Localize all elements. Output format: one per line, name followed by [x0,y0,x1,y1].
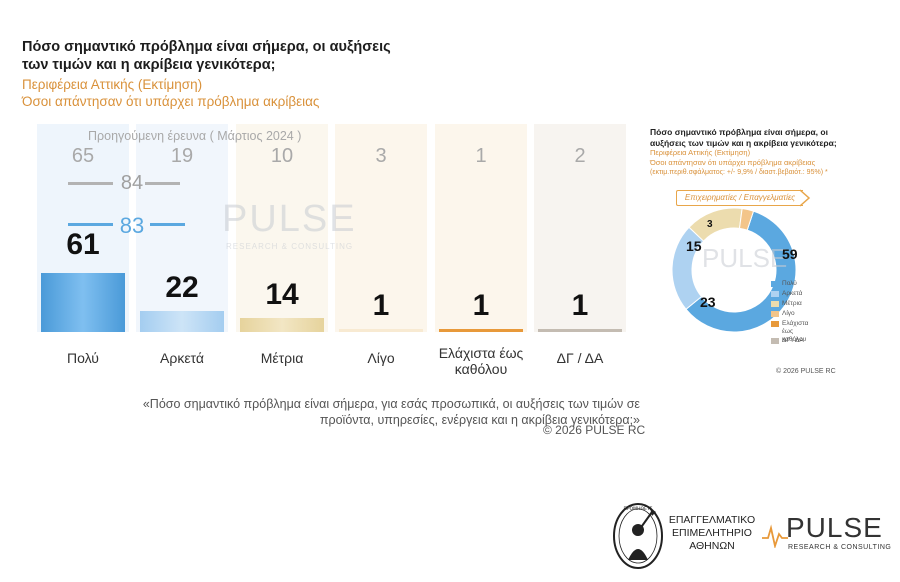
column-bg-1 [136,124,228,332]
bar-0 [41,272,125,332]
previous-value-5: 2 [574,145,586,167]
legend-swatch-4 [771,321,779,327]
chamber-line-2: ΕΠΙΜΕΛΗΤΗΡΙΟ [672,527,752,539]
chamber-line-1: ΕΠΑΓΓΕΛΜΑΤΙΚΟ [668,514,756,526]
previous-survey-label: Προηγούμενη έρευνα ( Μάρτιος 2024 ) [88,129,302,143]
legend-label-4: Ελάχιστα έως καθόλου [782,320,809,343]
inset-copyright: © 2026 PULSE RC [776,368,836,375]
previous-value-0: 65 [71,145,95,167]
legend-swatch-1 [771,291,779,297]
bar-5 [538,329,622,332]
seal-text: ΠΡΟΜΗΘΕΥΣ [624,506,653,512]
legend-label-5: ΔΓ / ΔΑ [782,337,804,344]
bar-1 [140,310,224,332]
previous-value-1: 19 [170,145,194,167]
legend-label-0: Πολύ [782,280,797,287]
bar-3 [339,329,423,332]
inset-note: (εκτιμ.περιθ.σφάλματος: +/- 9,9% / διαστ… [650,169,828,176]
bar-value-1: 22 [165,270,199,304]
pulse-heartbeat-icon [762,524,788,548]
previous-value-2: 10 [270,145,294,167]
legend-swatch-2 [771,301,779,307]
column-bg-2 [236,124,328,332]
previous-value-4: 1 [475,145,487,167]
category-label-0: Πολύ [67,350,99,366]
grouped-total-1: 83 [119,213,145,238]
bar-value-4: 1 [472,289,490,322]
category-label-4: Ελάχιστα έως καθόλου [438,345,524,377]
survey-question: «Πόσο σημαντικό πρόβλημα είναι σήμερα, γ… [142,397,640,427]
segment-tag-arrow [800,189,811,207]
column-bg-5 [534,124,626,332]
pulse-logo-tagline: RESEARCH & CONSULTING [788,544,892,551]
donut-chart [671,207,797,333]
donut-slice-3 [738,207,755,231]
total-line-1-0 [68,223,113,226]
previous-value-3: 3 [375,145,387,167]
total-line-0-1 [145,182,180,185]
donut-hole [693,229,775,311]
segment-tag: Επιχειρηματίες / Επαγγελματίες [676,190,803,206]
legend-swatch-3 [771,311,779,317]
donut-value-0: 59 [782,246,798,262]
bar-value-3: 1 [372,289,390,322]
legend-swatch-5 [771,338,779,344]
bar-value-0: 61 [66,228,100,261]
inset-watermark: PULSE [702,243,788,273]
legend-label-1: Αρκετά [782,290,803,297]
chamber-name: ΕΠΑΓΓΕΛΜΑΤΙΚΟ ΕΠΙΜΕΛΗΤΗΡΙΟ ΑΘΗΝΩΝ [666,514,758,553]
watermark-tagline: RESEARCH & CONSULTING [226,242,354,251]
bar-value-2: 14 [265,278,299,312]
total-line-0-0 [68,182,113,185]
total-line-1-1 [150,223,185,226]
legend-label-3: Λίγο [782,310,795,317]
donut-slice-0 [685,210,797,333]
category-label-5: ΔΓ / ΔΑ [556,350,604,366]
chamber-line-3: ΑΘΗΝΩΝ [689,540,735,552]
chart-title: Πόσο σημαντικό πρόβλημα είναι σήμερα, οι… [22,39,391,73]
donut-value-3: 3 [707,219,713,230]
chamber-seal-logo: ΠΡΟΜΗΘΕΥΣ [613,503,663,569]
column-bg-4 [435,124,527,332]
inset-title: Πόσο σημαντικό πρόβλημα είναι σήμερα, οι… [650,127,837,148]
watermark-brand: PULSE [222,198,357,240]
legend-swatch-0 [771,281,779,287]
bar-value-5: 1 [571,289,589,322]
copyright: © 2026 PULSE RC [543,423,646,437]
bar-2 [240,318,324,332]
chart-subtitle-respondents: Όσοι απάντησαν ότι υπάρχει πρόβλημα ακρί… [22,94,320,109]
donut-value-2: 15 [686,238,702,254]
grouped-total-0: 84 [120,172,144,194]
column-bg-3 [335,124,427,332]
inset-subtitle-region: Περιφέρεια Αττικής (Εκτίμηση) [650,148,751,157]
bar-4 [439,329,523,332]
inset-subtitle-respondents: Όσοι απάντησαν ότι υπάρχει πρόβλημα ακρί… [650,158,816,167]
category-label-3: Λίγο [367,350,395,366]
pulse-logo-brand: PULSE [786,512,883,543]
category-label-1: Αρκετά [160,350,204,366]
donut-value-1: 23 [700,294,716,310]
chart-subtitle-region: Περιφέρεια Αττικής (Εκτίμηση) [22,77,203,92]
category-label-2: Μέτρια [260,350,304,366]
legend-label-2: Μέτρια [782,300,802,307]
